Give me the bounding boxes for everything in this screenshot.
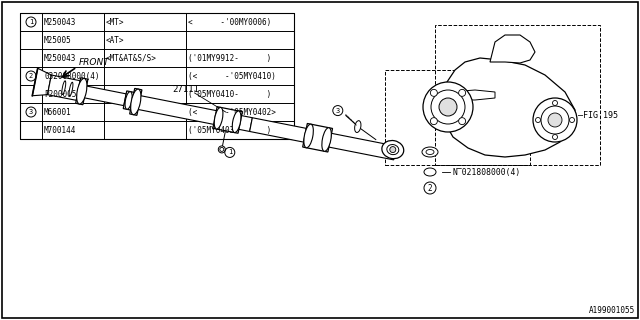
Polygon shape bbox=[250, 118, 307, 142]
Text: <      -'00MY0006): < -'00MY0006) bbox=[188, 18, 271, 27]
Ellipse shape bbox=[125, 92, 132, 109]
Text: M25005: M25005 bbox=[44, 36, 72, 44]
Text: ('05MY0410-      ): ('05MY0410- ) bbox=[188, 90, 271, 99]
Text: 27111: 27111 bbox=[173, 85, 200, 94]
Ellipse shape bbox=[131, 89, 141, 115]
Circle shape bbox=[459, 118, 466, 125]
Polygon shape bbox=[450, 90, 495, 100]
Ellipse shape bbox=[77, 78, 87, 104]
Text: <AT>: <AT> bbox=[106, 36, 125, 44]
Circle shape bbox=[570, 117, 575, 123]
Circle shape bbox=[423, 82, 473, 132]
Polygon shape bbox=[442, 58, 575, 157]
Polygon shape bbox=[76, 78, 88, 105]
Circle shape bbox=[552, 100, 557, 106]
Polygon shape bbox=[303, 124, 333, 152]
Bar bbox=[385, 70, 530, 165]
Ellipse shape bbox=[62, 81, 66, 94]
Circle shape bbox=[541, 106, 569, 134]
Text: (<      -'05MY0410): (< -'05MY0410) bbox=[188, 71, 276, 81]
Text: M250043: M250043 bbox=[44, 53, 76, 62]
Text: M66001: M66001 bbox=[44, 108, 72, 116]
Text: (<      -'05MY0402>: (< -'05MY0402> bbox=[188, 108, 276, 116]
Polygon shape bbox=[84, 86, 126, 106]
Text: ('05MY0403-      ): ('05MY0403- ) bbox=[188, 125, 271, 134]
Ellipse shape bbox=[422, 147, 438, 157]
Ellipse shape bbox=[69, 82, 73, 96]
Circle shape bbox=[548, 113, 562, 127]
Text: P200005: P200005 bbox=[44, 90, 76, 99]
Text: 1: 1 bbox=[29, 19, 33, 25]
Text: 2: 2 bbox=[428, 183, 432, 193]
Text: <MT&AT&S/S>: <MT&AT&S/S> bbox=[106, 53, 157, 62]
Text: M700144: M700144 bbox=[44, 125, 76, 134]
Circle shape bbox=[552, 134, 557, 140]
Ellipse shape bbox=[382, 140, 404, 159]
Text: 3: 3 bbox=[29, 109, 33, 115]
Ellipse shape bbox=[304, 124, 314, 148]
Polygon shape bbox=[124, 91, 134, 110]
Text: ('01MY9912-      ): ('01MY9912- ) bbox=[188, 53, 271, 62]
Ellipse shape bbox=[355, 121, 361, 132]
Text: A199001055: A199001055 bbox=[589, 306, 635, 315]
Text: N̅021808000(4): N̅021808000(4) bbox=[452, 167, 520, 177]
Ellipse shape bbox=[322, 128, 332, 151]
Text: FRONT: FRONT bbox=[79, 58, 109, 67]
Bar bbox=[435, 25, 600, 165]
Polygon shape bbox=[130, 88, 142, 115]
Ellipse shape bbox=[426, 149, 434, 155]
Text: M250043: M250043 bbox=[44, 18, 76, 27]
Ellipse shape bbox=[220, 148, 224, 151]
Ellipse shape bbox=[232, 111, 241, 132]
Circle shape bbox=[459, 89, 466, 96]
Ellipse shape bbox=[424, 168, 436, 176]
Polygon shape bbox=[490, 35, 535, 63]
Circle shape bbox=[390, 147, 396, 153]
Text: <MT>: <MT> bbox=[106, 18, 125, 27]
Ellipse shape bbox=[214, 108, 223, 129]
Polygon shape bbox=[32, 68, 51, 96]
Circle shape bbox=[430, 118, 437, 125]
Polygon shape bbox=[47, 75, 80, 100]
Text: 3: 3 bbox=[335, 108, 340, 114]
Circle shape bbox=[536, 117, 541, 123]
Polygon shape bbox=[138, 96, 252, 132]
Polygon shape bbox=[213, 107, 243, 133]
Ellipse shape bbox=[387, 145, 399, 155]
Circle shape bbox=[533, 98, 577, 142]
Polygon shape bbox=[329, 133, 396, 160]
Text: 032008000(4): 032008000(4) bbox=[44, 71, 99, 81]
Circle shape bbox=[439, 98, 457, 116]
Circle shape bbox=[431, 90, 465, 124]
Ellipse shape bbox=[218, 146, 225, 153]
Text: —FIG.195: —FIG.195 bbox=[578, 110, 618, 119]
Bar bbox=[20, 13, 294, 139]
Text: 1: 1 bbox=[228, 149, 232, 156]
Text: 2: 2 bbox=[29, 73, 33, 79]
Circle shape bbox=[430, 89, 437, 96]
